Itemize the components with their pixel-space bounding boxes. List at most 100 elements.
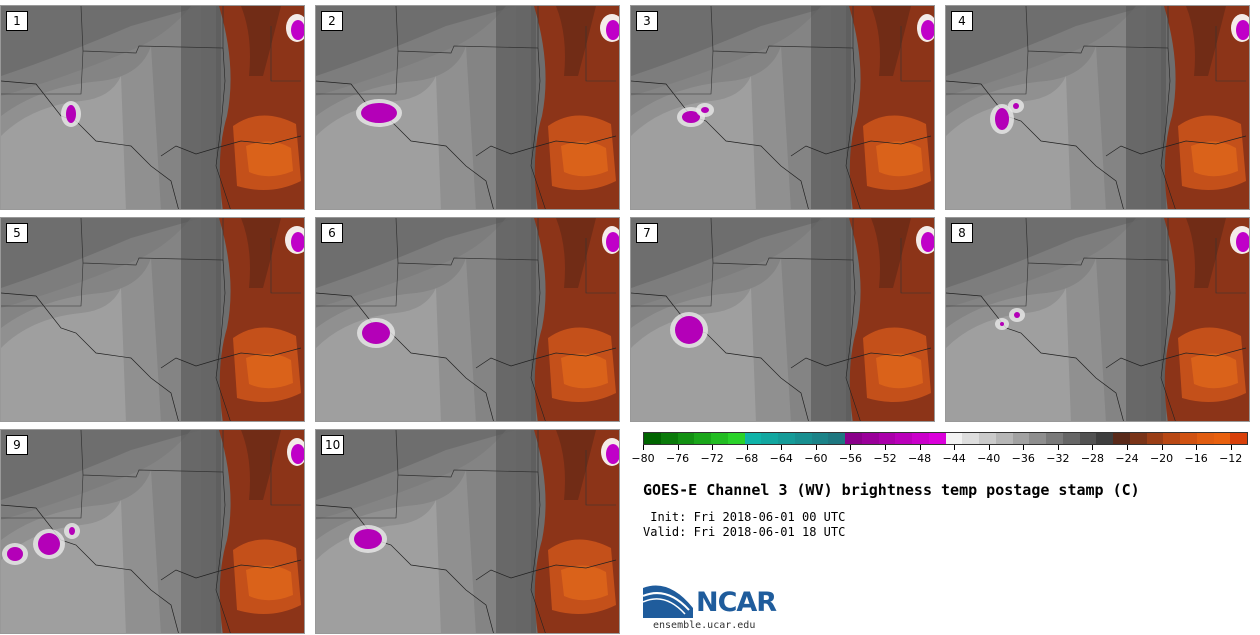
panel-label-9: 9	[6, 435, 28, 455]
panel-label-8: 8	[951, 223, 973, 243]
colorbar-tick	[1092, 445, 1094, 450]
ncar-swoosh-icon	[643, 585, 693, 618]
colorbar-cell	[811, 433, 829, 444]
map-panel-1: 1	[0, 5, 305, 210]
colorbar-cell	[1163, 433, 1180, 444]
colorbar-tick	[1127, 445, 1128, 450]
colorbar-cell	[912, 433, 929, 444]
map-panel-9: 9	[0, 429, 305, 634]
map-field-7	[631, 218, 934, 421]
colorbar-tick	[1023, 445, 1025, 450]
colorbar-cell	[644, 433, 661, 444]
ncar-logo-text: NCAR	[696, 587, 777, 618]
colorbar-cell	[778, 433, 795, 444]
map-panel-3: 3	[630, 5, 935, 210]
init-line: Init: Fri 2018-06-01 00 UTC	[643, 510, 845, 524]
logo-url[interactable]: ensemble.ucar.edu	[653, 620, 756, 631]
colorbar-tick-label: −68	[735, 452, 759, 465]
colorbar-cell	[660, 433, 678, 444]
colorbar-tick	[677, 445, 679, 450]
colorbar-tick-label: −60	[804, 452, 828, 465]
colorbar-cell	[694, 433, 711, 444]
map-panel-2: 2	[315, 5, 620, 210]
colorbar	[643, 432, 1248, 445]
colorbar-tick-label: −20	[1149, 452, 1174, 465]
panel-label-5: 5	[6, 223, 28, 243]
colorbar-cell	[845, 433, 862, 444]
colorbar-tick-label: −56	[838, 452, 863, 465]
colorbar-tick-label: −32	[1046, 452, 1070, 465]
map-field-10	[316, 430, 619, 633]
colorbar-cell	[895, 433, 912, 444]
map-panel-6: 6	[315, 217, 620, 422]
colorbar-cell	[1012, 433, 1030, 444]
map-field-8	[946, 218, 1249, 421]
colorbar-tick	[988, 445, 990, 450]
colorbar-cell	[1062, 433, 1080, 444]
map-field-5	[1, 218, 304, 421]
colorbar-cell	[1230, 433, 1247, 444]
panel-label-3: 3	[636, 11, 658, 31]
colorbar-tick-label: −72	[700, 452, 724, 465]
colorbar-tick	[1196, 445, 1198, 450]
init-value: Fri 2018-06-01 00 UTC	[693, 510, 846, 524]
colorbar-tick	[919, 445, 921, 450]
colorbar-tick-label: −44	[942, 452, 966, 465]
colorbar-cell	[1180, 433, 1197, 444]
colorbar-tick	[746, 445, 748, 450]
colorbar-tick-label: −76	[665, 452, 690, 465]
colorbar-tick	[643, 445, 644, 450]
colorbar-cell	[727, 433, 745, 444]
colorbar-cell	[1113, 433, 1130, 444]
map-panel-5: 5	[0, 217, 305, 422]
panel-label-10: 10	[321, 435, 345, 455]
colorbar-cell	[1029, 433, 1046, 444]
map-field-6	[316, 218, 619, 421]
figure-title: GOES-E Channel 3 (WV) brightness temp po…	[643, 481, 1140, 499]
colorbar-cell	[878, 433, 896, 444]
colorbar-tick-label: −52	[873, 452, 897, 465]
colorbar-cell	[1046, 433, 1063, 444]
map-field-1	[1, 6, 304, 209]
colorbar-tick-label: −24	[1115, 452, 1139, 465]
colorbar-cell	[861, 433, 879, 444]
colorbar-tick	[781, 445, 783, 450]
colorbar-tick	[1057, 445, 1059, 450]
colorbar-ticks: −80 −76 −72 −68 −64 −60 −56 −52 −48 −44 −40 −36 −32−…	[631, 445, 1248, 465]
colorbar-cell	[945, 433, 963, 444]
map-panel-4: 4	[945, 5, 1250, 210]
colorbar-cell	[1079, 433, 1097, 444]
ncar-logo: NCAR	[643, 578, 803, 628]
valid-line: Valid: Fri 2018-06-01 18 UTC	[643, 525, 845, 539]
valid-label: Valid:	[643, 525, 687, 539]
panel-label-6: 6	[321, 223, 343, 243]
colorbar-tick-label: −80	[631, 452, 655, 465]
map-panel-10: 10	[315, 429, 620, 634]
colorbar-tick-label: −36	[1011, 452, 1035, 465]
colorbar-cell	[979, 433, 996, 444]
colorbar-tick-label: −64	[769, 452, 793, 465]
map-field-3	[631, 6, 934, 209]
colorbar-cell	[711, 433, 728, 444]
colorbar-tick	[815, 445, 817, 450]
colorbar-cell	[962, 433, 979, 444]
colorbar-tick	[850, 445, 852, 450]
colorbar-cell	[794, 433, 812, 444]
map-field-2	[316, 6, 619, 209]
colorbar-cell	[677, 433, 695, 444]
colorbar-tick-label: −12	[1219, 452, 1243, 465]
panel-label-1: 1	[6, 11, 28, 31]
colorbar-cell	[995, 433, 1013, 444]
colorbar-cell	[1213, 433, 1231, 444]
init-label: Init:	[643, 510, 687, 524]
colorbar-tick	[1161, 445, 1163, 450]
panel-label-4: 4	[951, 11, 973, 31]
colorbar-cell	[761, 433, 778, 444]
colorbar-tick	[1230, 445, 1232, 450]
colorbar-cell	[1129, 433, 1147, 444]
map-field-9	[1, 430, 304, 633]
colorbar-tick	[712, 445, 714, 450]
map-field-4	[946, 6, 1249, 209]
colorbar-tick-label: −16	[1184, 452, 1208, 465]
